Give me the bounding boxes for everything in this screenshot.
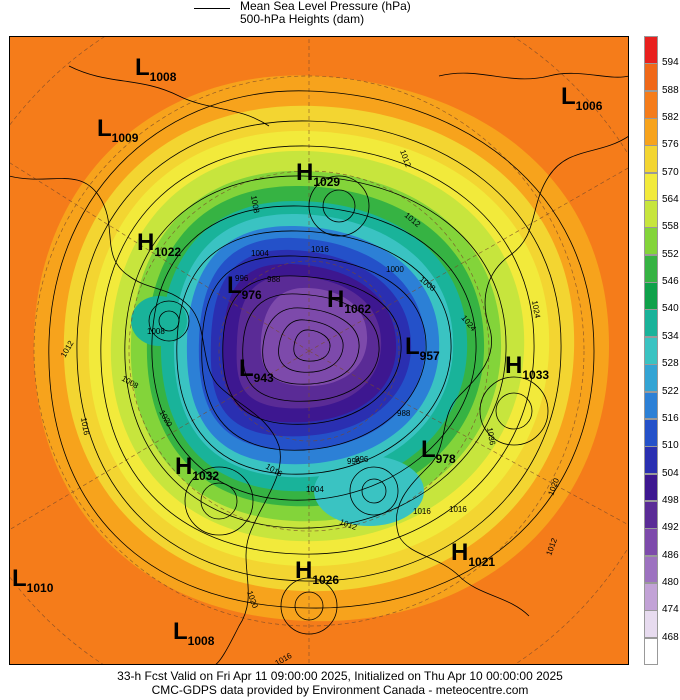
colorbar-tick-label: 522 — [662, 385, 679, 397]
low-pressure-label: L976 — [227, 272, 262, 302]
legend-mslp-label: Mean Sea Level Pressure (hPa) — [240, 0, 411, 13]
low-pressure-label: L957 — [405, 333, 440, 363]
colorbar-swatch — [644, 500, 658, 529]
colorbar-swatch — [644, 473, 658, 502]
colorbar-swatch — [644, 282, 658, 310]
map-legend: Mean Sea Level Pressure (hPa) 500-hPa He… — [190, 0, 490, 30]
high-pressure-label: H1021 — [451, 539, 495, 569]
high-pressure-label: H1026 — [295, 557, 339, 587]
high-pressure-label: H1033 — [505, 352, 549, 382]
colorbar-swatch — [644, 227, 658, 256]
colorbar-swatch — [644, 309, 658, 338]
isobar-label: 1008 — [249, 195, 261, 215]
colorbar-tick-label: 582 — [662, 112, 679, 124]
low-pressure-label: L1009 — [97, 115, 139, 145]
colorbar-tick-label: 594 — [662, 57, 679, 69]
low-pressure-label: L1010 — [12, 565, 54, 595]
isobar-label: 1000 — [386, 265, 404, 274]
isobar-label: 1036 — [485, 427, 497, 447]
isobars — [48, 90, 595, 635]
colorbar-tick-label: 510 — [662, 440, 679, 452]
isobar-legend-line — [194, 8, 230, 9]
high-pressure-label: H1022 — [137, 229, 181, 259]
isobar-label: 1008 — [147, 327, 165, 336]
colorbar-tick-label: 492 — [662, 522, 679, 534]
colorbar-swatch — [644, 172, 658, 201]
lat-lon-grid — [9, 36, 629, 665]
legend-heights-label: 500-hPa Heights (dam) — [240, 12, 365, 26]
high-pressure-label: H1032 — [175, 453, 219, 483]
pressure-system-labels: L1008 L1009 L1006 H1029 H1022 L976 H1062… — [12, 54, 603, 648]
isobar-label: 996 — [235, 274, 249, 283]
low-pressure-label: L1008 — [135, 54, 177, 84]
low-pressure-label: L978 — [421, 436, 456, 466]
colorbar-swatch — [644, 364, 658, 393]
colorbar-tick-label: 552 — [662, 248, 679, 260]
low-pressure-label: L1008 — [173, 618, 215, 648]
colorbar-tick-label: 564 — [662, 194, 679, 206]
colorbar-tick-label: 540 — [662, 303, 679, 315]
colorbar-tick-label: 576 — [662, 139, 679, 151]
colorbar-tick-label: 570 — [662, 166, 679, 178]
forecast-valid-caption: 33-h Fcst Valid on Fri Apr 11 09:00:00 2… — [117, 669, 563, 683]
low-pressure-label: L943 — [239, 355, 274, 385]
isobar-label: 1004 — [251, 249, 269, 258]
height-field-486 — [260, 287, 368, 387]
colorbar-tick-label: 546 — [662, 276, 679, 288]
colorbar-tick-label: 468 — [662, 631, 679, 643]
isobar-label: 1016 — [449, 505, 467, 514]
colorbar-tick-label: 534 — [662, 330, 679, 342]
colorbar-swatch — [644, 391, 658, 420]
colorbar-swatch — [644, 254, 658, 283]
isobar-label: 988 — [397, 409, 411, 418]
isobar-label: 988 — [267, 275, 281, 284]
colorbar-swatch — [644, 446, 658, 475]
isobar-label: 996 — [347, 457, 361, 466]
colorbar-swatch — [644, 610, 658, 639]
colorbar-tick-label: 504 — [662, 467, 679, 479]
colorbar-tick-label: 516 — [662, 412, 679, 424]
colorbar-swatch — [644, 145, 658, 174]
colorbar-tick-label: 480 — [662, 576, 679, 588]
colorbar-swatch — [644, 90, 658, 119]
colorbar-tick-label: 486 — [662, 549, 679, 561]
isobar-label: 1016 — [311, 245, 329, 254]
isobar-label: 1004 — [306, 485, 324, 494]
colorbar-tick-label: 558 — [662, 221, 679, 233]
low-pressure-label: L1006 — [561, 83, 603, 113]
colorbar-swatch — [644, 336, 658, 365]
isobar-label: 1024 — [530, 300, 542, 320]
colorbar-swatch — [644, 637, 658, 666]
isobar-label: 1016 — [79, 417, 91, 437]
isobar-label: 1016 — [413, 507, 431, 516]
colorbar-swatch — [644, 118, 658, 146]
weather-map: 1012 1008 1016 1012 1004 996 988 1000 10… — [9, 36, 629, 665]
colorbar-swatch — [644, 555, 658, 584]
colorbar-swatch — [644, 528, 658, 557]
colorbar-swatch — [644, 63, 658, 92]
data-source-caption: CMC-GDPS data provided by Environment Ca… — [151, 683, 529, 697]
map-frame — [9, 36, 629, 665]
height-field-528-lobe — [314, 456, 424, 526]
colorbar-tick-label: 528 — [662, 358, 679, 370]
colorbar-tick-label: 474 — [662, 604, 679, 616]
colorbar-swatch — [644, 36, 658, 64]
colorbar-tick-label: 588 — [662, 84, 679, 96]
colorbar-swatch — [644, 418, 658, 447]
height-colorbar — [644, 36, 658, 666]
isobar-label: 996 — [355, 455, 369, 464]
colorbar-swatch — [644, 200, 658, 228]
high-pressure-label: H1062 — [327, 286, 371, 316]
colorbar-swatch — [644, 582, 658, 611]
colorbar-tick-label: 498 — [662, 494, 679, 506]
high-pressure-label: H1029 — [296, 159, 340, 189]
